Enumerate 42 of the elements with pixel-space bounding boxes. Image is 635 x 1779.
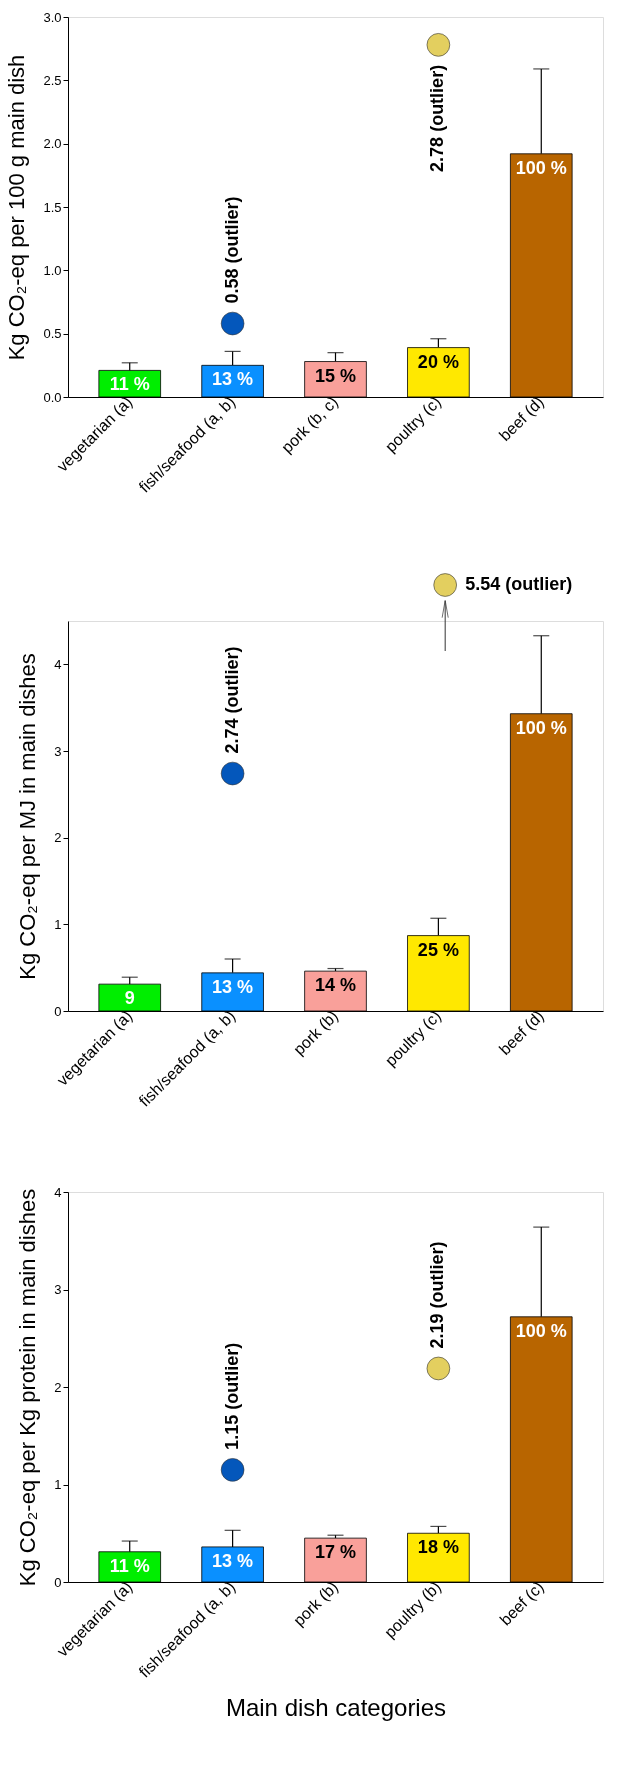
y-tick-label: 1 [54, 916, 62, 932]
annotation: 100 % [515, 157, 567, 178]
y-tick-label: 3 [54, 743, 62, 759]
annotation: 13 % [212, 369, 254, 390]
annotation: 25 % [417, 939, 459, 960]
y-tick-label: 0 [54, 1574, 62, 1590]
y-tick-label: 2.5 [43, 72, 62, 88]
y-tick-label: 0 [54, 1003, 62, 1019]
annotation: 13 % [212, 976, 254, 997]
annotation: 20 % [417, 351, 459, 372]
annotation: 17 % [314, 1542, 357, 1563]
y-tick-label: 4 [54, 1184, 62, 1200]
y-axis-title: Kg CO₂-eq per MJ in main dishes [15, 653, 41, 980]
annotation: 2.78 (outlier) [427, 64, 448, 172]
annotation: 11 % [109, 1555, 150, 1576]
annotation: 13 % [212, 1550, 254, 1571]
annotation: 18 % [417, 1537, 459, 1558]
annotation: 2.74 (outlier) [221, 646, 242, 754]
y-tick-label: 3 [54, 1282, 62, 1297]
y-tick-label: 3.0 [43, 9, 62, 25]
annotation: 11 % [109, 374, 150, 395]
y-tick-label: 0.5 [43, 326, 62, 342]
x-axis-title: Main dish categories [225, 1693, 447, 1721]
text: 5.54 (outlier) [465, 574, 573, 594]
annotation: 2.19 (outlier) [427, 1241, 448, 1349]
y-tick-label: 2 [54, 830, 62, 846]
annotation: 14 % [314, 975, 357, 996]
y-tick-label: 4 [54, 656, 62, 672]
y-tick-label: 2.0 [43, 136, 62, 152]
y-tick-label: 1.0 [43, 262, 62, 278]
annotation: 100 % [515, 717, 567, 738]
annotation: 100 % [515, 1320, 567, 1341]
annotation: 9 [124, 988, 135, 1009]
y-tick-label: 1.5 [43, 199, 62, 215]
y-tick-label: 1 [54, 1477, 62, 1492]
annotation: 15 % [314, 365, 357, 386]
y-tick-label: 2 [54, 1379, 62, 1395]
y-axis-title: Kg CO₂-eq per 100 g main dish [4, 54, 30, 361]
y-tick-label: 0.0 [43, 389, 62, 405]
annotation: 1.15 (outlier) [221, 1342, 242, 1450]
y-axis-title: Kg CO₂-eq per Kg protein in main dishes [15, 1188, 41, 1587]
annotation: 0.58 (outlier) [221, 196, 242, 304]
